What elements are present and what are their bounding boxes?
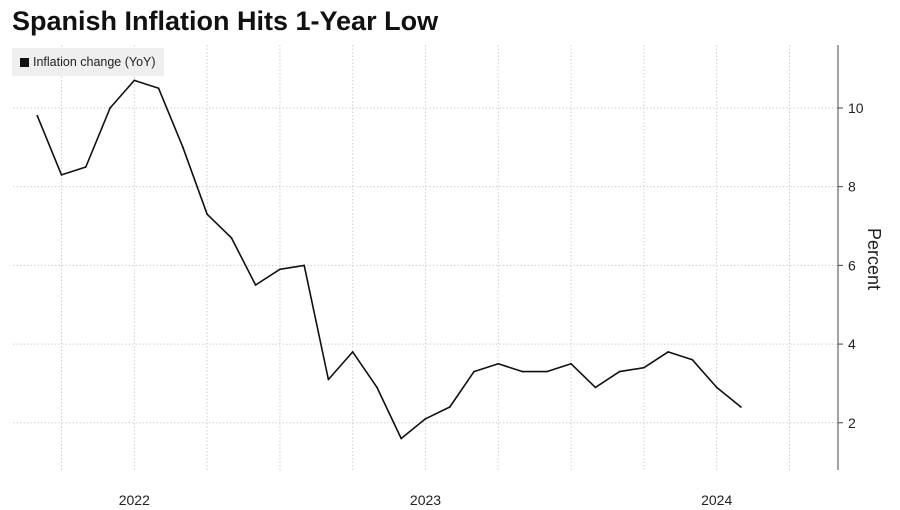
y-tick-label: 2	[848, 415, 856, 431]
data-point	[521, 370, 524, 373]
data-point	[376, 386, 378, 389]
data-point	[36, 114, 39, 117]
data-point	[206, 213, 209, 216]
data-point	[133, 79, 136, 82]
grid-lines	[13, 45, 838, 470]
data-point	[254, 284, 257, 286]
data-point	[424, 417, 427, 420]
x-tick-label: 2024	[701, 492, 732, 508]
x-axis-ticks: 2022 2023 2024	[119, 492, 733, 508]
x-tick-label: 2023	[410, 492, 441, 508]
data-point	[448, 406, 451, 408]
data-point	[351, 351, 354, 353]
chart-title: Spanish Inflation Hits 1-Year Low	[12, 6, 439, 36]
series-line	[36, 79, 742, 440]
data-point	[594, 386, 597, 389]
data-point	[230, 236, 233, 239]
y-axis-ticks: 2 4 6 8 10	[838, 100, 864, 431]
y-tick-label: 6	[848, 257, 856, 273]
y-tick-label: 4	[848, 336, 856, 352]
data-point	[109, 107, 111, 109]
data-point	[60, 173, 63, 176]
data-point	[181, 146, 184, 149]
data-point	[667, 351, 670, 353]
data-point	[327, 378, 330, 381]
data-point	[618, 370, 621, 373]
data-point	[545, 370, 548, 373]
data-point	[279, 268, 281, 271]
series-layer	[36, 79, 742, 440]
data-point	[715, 386, 718, 389]
legend-swatch	[20, 57, 29, 67]
data-point	[740, 406, 742, 408]
data-point	[400, 437, 403, 440]
y-tick-label: 10	[848, 100, 864, 116]
data-point	[157, 87, 160, 90]
data-point	[303, 264, 306, 267]
data-point	[84, 166, 87, 168]
data-point	[691, 358, 694, 361]
data-point	[497, 362, 500, 365]
data-point	[642, 366, 645, 369]
data-point	[473, 370, 475, 373]
y-axis-label: Percent	[864, 228, 884, 290]
x-tick-label: 2022	[119, 492, 150, 508]
data-point	[570, 362, 572, 365]
y-tick-label: 8	[848, 179, 856, 195]
legend: Inflation change (YoY)	[12, 48, 164, 76]
legend-label: Inflation change (YoY)	[33, 55, 156, 69]
